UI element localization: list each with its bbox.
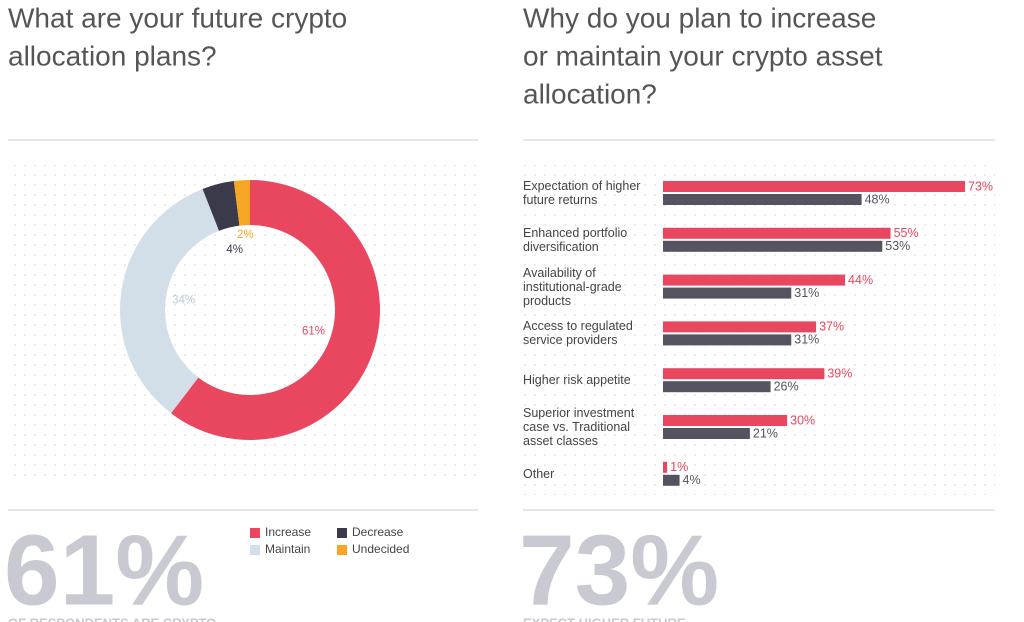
legend-label: Undecided (352, 542, 409, 556)
value-label: 31% (794, 286, 819, 300)
bar (663, 368, 825, 380)
chart-title: Why do you plan to increase (523, 2, 876, 33)
donut-slice (170, 180, 380, 440)
chart-title: allocation plans? (8, 40, 217, 71)
legend-label: Decrease (352, 525, 404, 539)
chart-title: allocation? (523, 78, 657, 109)
value-label: 61% (302, 326, 325, 338)
category-label: Expectation of higher future returns (523, 179, 641, 207)
category-label: Higher risk appetite (523, 373, 631, 388)
bar (663, 474, 680, 486)
big-stat: 61% (4, 514, 204, 622)
bar (663, 428, 750, 439)
legend-label: Maintain (265, 542, 310, 556)
bar (663, 287, 792, 299)
big-stat: 73% (519, 514, 719, 622)
bar (663, 415, 788, 426)
value-label: 44% (848, 273, 873, 287)
donut-slice (233, 180, 250, 226)
category-label: Availability of institutional-grade prod… (523, 265, 622, 308)
value-label: 26% (774, 379, 799, 393)
value-label: 39% (827, 366, 852, 380)
value-label: 2% (237, 229, 254, 241)
category-label: Superior investment case vs. Traditional… (523, 406, 635, 448)
value-label: 34% (172, 295, 195, 307)
value-label: 1% (670, 460, 688, 474)
legend-swatch (250, 545, 260, 555)
chart-title: or maintain your crypto asset (523, 40, 883, 71)
value-label: 53% (885, 239, 910, 253)
value-label: 73% (968, 179, 993, 193)
bar (663, 334, 792, 346)
big-stat-caption: OF RESPONDENTS ARE CRYPTO (8, 615, 216, 622)
bar (663, 321, 817, 333)
legend-swatch (250, 528, 260, 538)
bar (663, 181, 966, 192)
value-label: 4% (226, 244, 243, 256)
category-label: Enhanced portfolio diversification (523, 225, 628, 254)
bar (663, 461, 668, 473)
legend-swatch (337, 528, 347, 538)
bar (663, 194, 862, 205)
bar (663, 240, 883, 252)
chart-title: What are your future crypto (8, 2, 347, 33)
value-label: 21% (753, 426, 778, 440)
legend-swatch (337, 545, 347, 555)
donut-slice (120, 188, 220, 414)
value-label: 48% (865, 192, 890, 206)
legend-label: Increase (265, 525, 311, 539)
value-label: 55% (894, 226, 919, 240)
big-stat-caption: EXPECT HIGHER FUTURE (523, 615, 686, 622)
donut-slice (202, 181, 240, 231)
value-label: 4% (683, 473, 701, 487)
category-label: Other (523, 466, 555, 481)
bar (663, 274, 846, 286)
value-label: 31% (794, 333, 819, 347)
bar (663, 381, 771, 393)
category-label: Access to regulated service providers (523, 319, 633, 348)
bar (663, 227, 891, 239)
value-label: 30% (790, 413, 815, 427)
value-label: 37% (819, 320, 844, 334)
